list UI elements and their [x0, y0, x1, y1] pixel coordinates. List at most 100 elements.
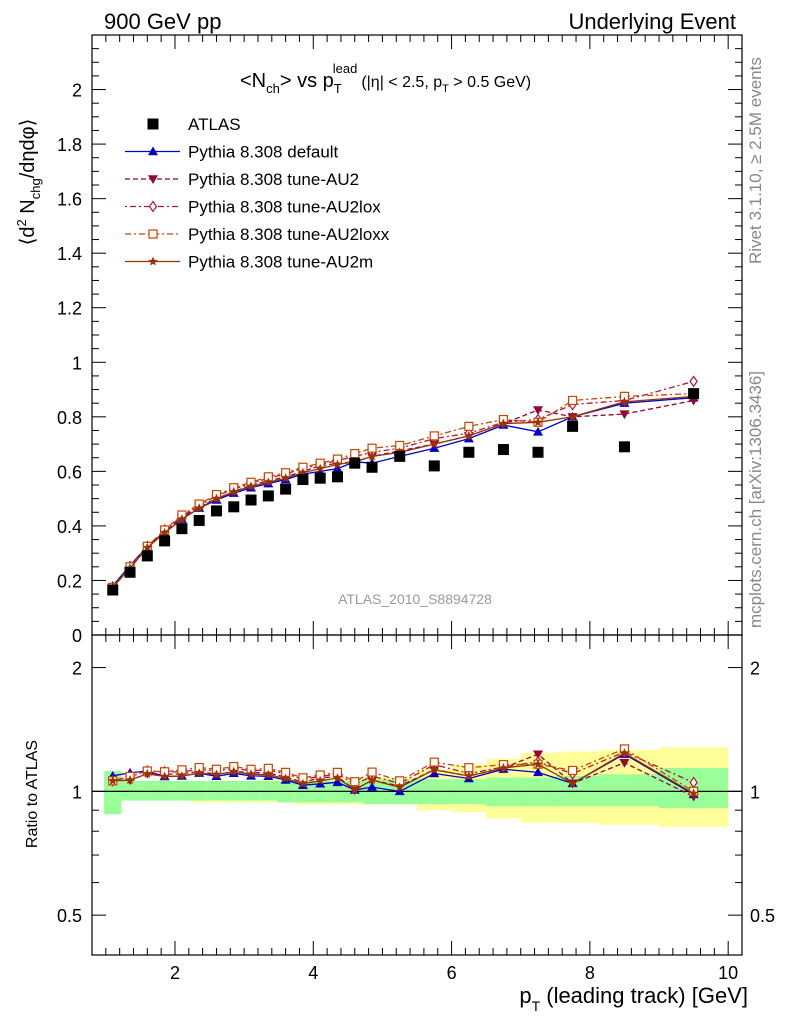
mcplots-label: mcplots.cern.ch [arXiv:1306.3436]	[746, 371, 765, 628]
y-tick-label: 0.2	[57, 571, 82, 591]
ratio-uncertainty-bands	[92, 747, 742, 827]
data-point	[193, 514, 205, 526]
band-inner-bin	[242, 780, 260, 801]
legend-label: Pythia 8.308 tune-AU2	[188, 170, 359, 189]
ratio-frame	[91, 634, 743, 956]
y-tick-label: 1.4	[57, 244, 82, 264]
y-tick-label: 0.8	[57, 408, 82, 428]
band-inner-bin	[190, 780, 208, 801]
series-0-line	[112, 397, 694, 587]
series-4-ratio-point	[688, 788, 699, 798]
series-4-ratio-point	[315, 775, 325, 785]
data-point	[159, 535, 171, 547]
series-0-ratio-point	[367, 782, 378, 791]
series-4-point	[332, 459, 343, 469]
ratio-y-tick-label-right: 1	[750, 782, 760, 802]
series-3-ratio-line	[112, 748, 694, 792]
series-4-ratio-point	[263, 769, 274, 779]
series-4-ratio-point	[298, 778, 308, 788]
series-4-line	[112, 395, 694, 588]
series-4-ratio-point	[395, 782, 405, 792]
ratio-y-tick-label-right: 0.5	[750, 906, 775, 926]
series-4-point	[429, 439, 439, 449]
data-point	[297, 474, 309, 486]
data-point	[688, 388, 700, 400]
data-point	[428, 460, 440, 472]
series-4-point	[159, 527, 170, 537]
series-4-ratio-point	[194, 768, 204, 778]
main-plot	[107, 375, 700, 596]
series-3-point	[367, 443, 377, 453]
x-tick-label: 2	[170, 963, 180, 983]
series-4-point	[464, 430, 474, 440]
series-1-point	[533, 406, 544, 415]
data-point	[245, 494, 257, 506]
main-ylabel: ⟨d2 Nchg/dηdφ⟩	[14, 119, 43, 246]
series-3-line	[112, 392, 694, 588]
legend-marker	[147, 118, 159, 130]
data-point	[228, 501, 240, 513]
data-point	[366, 461, 378, 473]
analysis-watermark: ATLAS_2010_S8894728	[338, 591, 492, 607]
series-4-point	[567, 411, 578, 421]
band-inner-bin	[155, 780, 174, 801]
series-3-point	[567, 395, 578, 406]
x-tick-label: 6	[447, 963, 457, 983]
series-4-ratio-point	[332, 773, 343, 783]
series-4-ratio-point	[350, 784, 360, 794]
data-point	[124, 566, 136, 578]
legend-marker	[148, 200, 158, 213]
series-4-ratio-point	[159, 771, 170, 781]
series-0-point	[533, 426, 544, 436]
legend-label: Pythia 8.308 default	[188, 143, 339, 162]
x-tick-label: 4	[308, 963, 318, 983]
series-4-point	[263, 477, 274, 487]
band-inner-bin	[598, 774, 660, 807]
legend-marker	[148, 146, 158, 156]
y-tick-label: 1.8	[57, 135, 82, 155]
band-inner-bin	[173, 780, 191, 801]
series-4-ratio-point	[108, 775, 118, 785]
series-4-ratio-point	[246, 769, 256, 779]
band-inner-bin	[121, 780, 139, 801]
legend-marker	[148, 256, 158, 266]
band-inner-bin	[207, 780, 226, 801]
band-inner-bin	[138, 780, 156, 801]
data-point	[463, 446, 475, 458]
header-left: 900 GeV pp	[104, 9, 221, 34]
ratio-y-tick-label: 1	[72, 782, 82, 802]
ratio-y-tick-label: 0.5	[57, 906, 82, 926]
data-point	[314, 472, 326, 484]
header-right: Underlying Event	[568, 9, 736, 34]
ratio-plot	[107, 744, 699, 802]
y-tick-label: 0	[72, 626, 82, 646]
x-axis-label: pT (leading track) [GeV]	[519, 983, 748, 1014]
data-point	[176, 523, 188, 535]
data-point	[280, 483, 292, 495]
series-4-ratio-point	[533, 759, 543, 769]
series-4-ratio-point	[280, 773, 291, 783]
series-4-point	[142, 542, 153, 552]
series-4-point	[533, 417, 543, 427]
legend-label: Pythia 8.308 tune-AU2loxx	[188, 225, 390, 244]
series-4-ratio-point	[367, 775, 377, 785]
y-tick-label: 1.2	[57, 299, 82, 319]
series-2-line	[112, 380, 694, 588]
series-4-point	[315, 463, 325, 473]
series-4-point	[177, 514, 187, 524]
data-point	[107, 584, 119, 596]
axes: 2 4 6 8 10 0 0.2 0.4 0.6 0.8 1 1.2 1.4 1.6 1.8 2 0.5 0.5 1…	[57, 34, 775, 983]
series-3-ratio-point	[350, 777, 360, 787]
series-3-ratio-point	[367, 767, 377, 777]
y-tick-label: 1	[72, 353, 82, 373]
series-4-point	[498, 418, 509, 428]
band-inner-bin	[259, 780, 277, 801]
series-1-ratio-point	[533, 750, 544, 760]
series-4-point	[280, 473, 291, 483]
series-0-ratio-point	[533, 767, 544, 777]
series-4-point	[619, 396, 630, 406]
legend: ATLAS Pythia 8.308 default Pythia 8.308 tu…	[125, 115, 390, 272]
series-2-ratio-line	[112, 751, 694, 786]
series-4-ratio-point	[498, 763, 509, 772]
band-inner-bin	[225, 780, 243, 801]
